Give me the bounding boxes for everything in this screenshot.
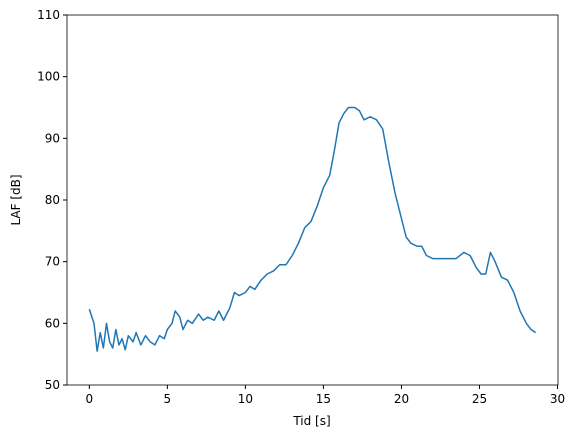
y-tick-label: 110: [37, 8, 60, 22]
y-tick-label: 90: [45, 131, 60, 145]
x-tick-label: 0: [85, 392, 93, 406]
y-tick-label: 80: [45, 193, 60, 207]
y-axis-label: LAF [dB]: [9, 174, 23, 225]
x-tick-label: 10: [238, 392, 253, 406]
x-tick-label: 5: [164, 392, 172, 406]
data-line: [88, 106, 537, 352]
y-tick-label: 70: [45, 255, 60, 269]
x-tick-label: 25: [472, 392, 487, 406]
y-tick-label: 100: [37, 70, 60, 84]
y-tick-label: 60: [45, 316, 60, 330]
x-tick-label: 20: [394, 392, 409, 406]
x-tick-label: 15: [316, 392, 331, 406]
plot-frame: [66, 14, 559, 386]
x-axis-label: Tid [s]: [292, 414, 330, 428]
y-tick-label: 50: [45, 378, 60, 392]
x-tick-label: 30: [550, 392, 565, 406]
